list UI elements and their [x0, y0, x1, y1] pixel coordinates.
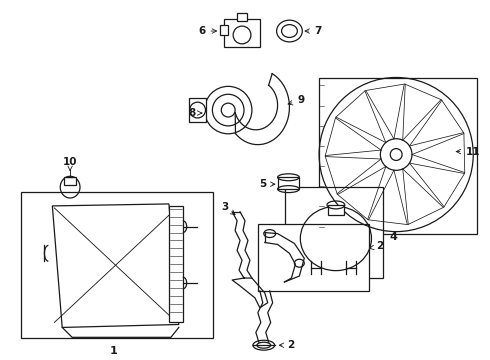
- Bar: [169, 206, 183, 323]
- Bar: [328, 205, 344, 215]
- Text: 9: 9: [288, 95, 304, 105]
- Bar: [21, 192, 213, 338]
- Text: 5: 5: [260, 179, 275, 189]
- Text: 10: 10: [63, 157, 77, 171]
- Text: 4: 4: [389, 231, 397, 242]
- Bar: [220, 25, 228, 35]
- Text: 2: 2: [279, 340, 295, 350]
- Bar: [237, 13, 247, 21]
- Bar: [278, 177, 299, 189]
- Text: 1: 1: [110, 346, 118, 356]
- Bar: [189, 98, 206, 122]
- Text: 3: 3: [221, 202, 235, 215]
- Text: 2: 2: [369, 242, 384, 251]
- Bar: [285, 187, 383, 278]
- Bar: [224, 19, 260, 47]
- Bar: [258, 224, 368, 291]
- Text: 11: 11: [456, 147, 480, 157]
- Bar: [64, 177, 76, 185]
- Text: 6: 6: [198, 26, 217, 36]
- Text: 8: 8: [188, 108, 202, 118]
- Text: 7: 7: [305, 26, 321, 36]
